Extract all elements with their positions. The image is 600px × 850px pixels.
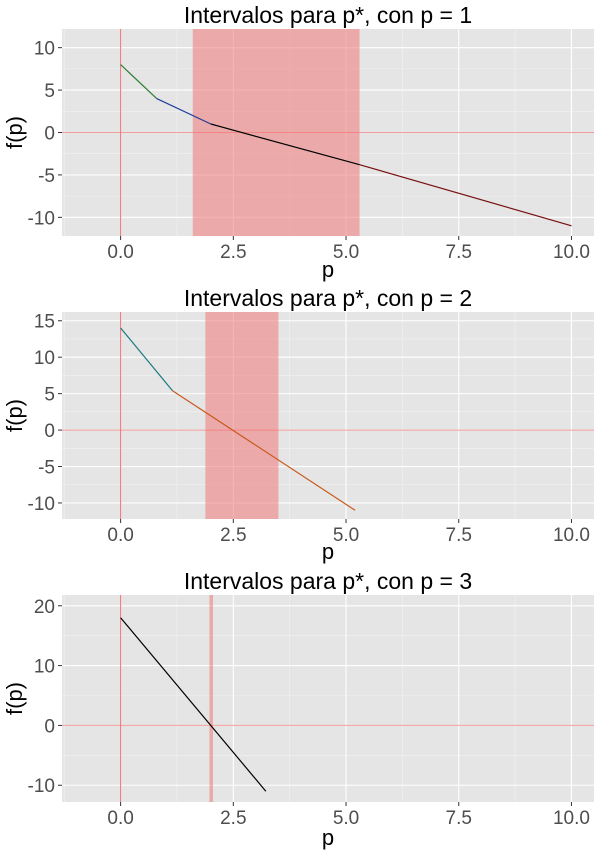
y-axis-title: f(p) xyxy=(2,682,27,715)
y-tick-label: -10 xyxy=(28,208,55,229)
y-tick-label: -5 xyxy=(38,458,55,479)
x-tick-label: 7.5 xyxy=(446,242,472,263)
chart-title: Intervalos para p*, con p = 2 xyxy=(184,285,472,311)
x-tick-label: 5.0 xyxy=(333,242,359,263)
y-tick-label: 0 xyxy=(44,716,55,737)
chart-panel-2: 0.0 2.5 5.0 7.5 10.0 -10 -5 0 5 10 15 Intervalos pa… xyxy=(2,285,594,564)
x-tick-label: 0.0 xyxy=(107,242,133,263)
y-tick-label: 10 xyxy=(34,348,55,369)
x-tick-label: 0.0 xyxy=(107,808,133,829)
y-tick-label: 0 xyxy=(44,124,55,145)
y-tick-label: -10 xyxy=(28,494,55,515)
x-axis-title: p xyxy=(322,257,334,282)
y-axis-title: f(p) xyxy=(2,399,27,432)
x-axis-title: p xyxy=(322,825,334,850)
y-tick-label: -5 xyxy=(38,166,55,187)
x-tick-label: 5.0 xyxy=(333,525,359,546)
interval-band xyxy=(205,312,278,519)
x-tick-label: 10.0 xyxy=(553,242,590,263)
y-axis-title: f(p) xyxy=(2,116,27,149)
x-tick-label: 2.5 xyxy=(220,242,246,263)
y-tick-label: 10 xyxy=(34,657,55,678)
y-tick-label: 5 xyxy=(44,385,55,406)
chart-panel-3: 0.0 2.5 5.0 7.5 10.0 -10 0 10 20 Intervalos para … xyxy=(2,568,594,850)
x-tick-label: 2.5 xyxy=(220,808,246,829)
y-tick-label: 15 xyxy=(34,312,55,333)
x-tick-label: 7.5 xyxy=(446,525,472,546)
chart-panel-1: 0.0 2.5 5.0 7.5 10.0 -10 -5 0 5 10 Intervalos para… xyxy=(2,2,594,282)
plot-background xyxy=(62,312,594,519)
plot-background xyxy=(62,595,594,802)
x-tick-label: 10.0 xyxy=(553,808,590,829)
x-tick-label: 7.5 xyxy=(446,808,472,829)
x-tick-label: 0.0 xyxy=(107,525,133,546)
y-tick-label: 20 xyxy=(34,597,55,618)
y-tick-label: 5 xyxy=(44,81,55,102)
interval-band xyxy=(209,595,213,802)
y-tick-label: 0 xyxy=(44,421,55,442)
chart-title: Intervalos para p*, con p = 3 xyxy=(184,568,472,594)
x-tick-label: 10.0 xyxy=(553,525,590,546)
y-tick-label: -10 xyxy=(28,776,55,797)
x-axis-title: p xyxy=(322,539,334,564)
y-tick-label: 10 xyxy=(34,39,55,60)
chart-title: Intervalos para p*, con p = 1 xyxy=(184,2,472,28)
x-tick-label: 2.5 xyxy=(220,525,246,546)
x-tick-label: 5.0 xyxy=(333,808,359,829)
